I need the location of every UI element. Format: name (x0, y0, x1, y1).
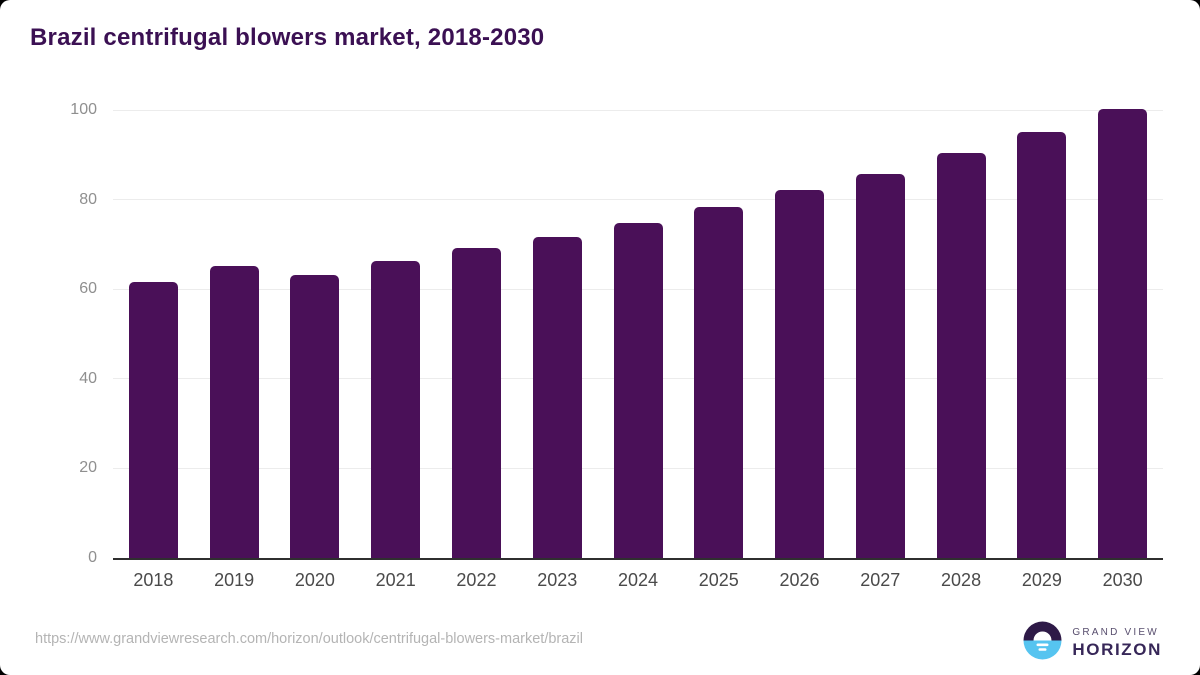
x-tick-label-2024: 2024 (617, 570, 659, 590)
bar-2022 (451, 247, 501, 558)
x-axis-line (113, 558, 1163, 560)
bar-2030 (1098, 109, 1148, 558)
brand-logo-text: GRAND VIEW HORIZON (1072, 627, 1162, 660)
x-tick-label-2019: 2019 (214, 570, 255, 590)
bar-2025 (694, 207, 744, 558)
bar-2027 (855, 173, 905, 558)
x-tick-label-2020: 2020 (294, 570, 335, 590)
bar-2023 (532, 236, 582, 558)
y-tick-label-60: 60 (79, 280, 97, 298)
bar-2029 (1017, 132, 1067, 558)
y-tick-label-0: 0 (88, 549, 97, 566)
x-tick-label-2023: 2023 (537, 570, 578, 590)
y-tick-label-40: 40 (79, 369, 97, 387)
gridline-100 (113, 109, 1163, 111)
x-tick-label-2018: 2018 (133, 570, 174, 590)
y-tick-label-100: 100 (70, 101, 97, 118)
x-tick-label-2022: 2022 (456, 570, 497, 590)
x-tick-label-2021: 2021 (375, 570, 416, 590)
plot-area: 0 20 40 60 80 100 2018 2019 2020 2021 2022 2023 2024… (70, 101, 1163, 590)
brand-name-bottom: HORIZON (1072, 639, 1162, 659)
bar-2026 (775, 190, 825, 558)
bar-2020 (290, 275, 340, 558)
bar-2019 (209, 266, 259, 558)
bar-2028 (936, 153, 986, 558)
horizon-logo-icon (1023, 621, 1062, 665)
bar-2024 (613, 222, 663, 558)
gridline-80 (113, 199, 1163, 201)
source-url: https://www.grandviewresearch.com/horizo… (35, 631, 584, 647)
y-tick-label-80: 80 (79, 190, 97, 208)
y-tick-label-20: 20 (79, 459, 97, 477)
chart-title: Brazil centrifugal blowers market, 2018-… (30, 24, 545, 51)
x-tick-label-2029: 2029 (1021, 570, 1062, 590)
bar-2021 (371, 261, 421, 558)
x-tick-label-2028: 2028 (941, 570, 982, 590)
brand-name-top: GRAND VIEW (1072, 626, 1159, 638)
x-tick-label-2026: 2026 (779, 570, 820, 590)
bar-2018 (128, 282, 178, 558)
x-tick-label-2030: 2030 (1102, 570, 1143, 590)
brand-logo: GRAND VIEW HORIZON (1023, 621, 1162, 665)
x-tick-label-2027: 2027 (860, 570, 901, 590)
x-tick-label-2025: 2025 (698, 570, 739, 590)
